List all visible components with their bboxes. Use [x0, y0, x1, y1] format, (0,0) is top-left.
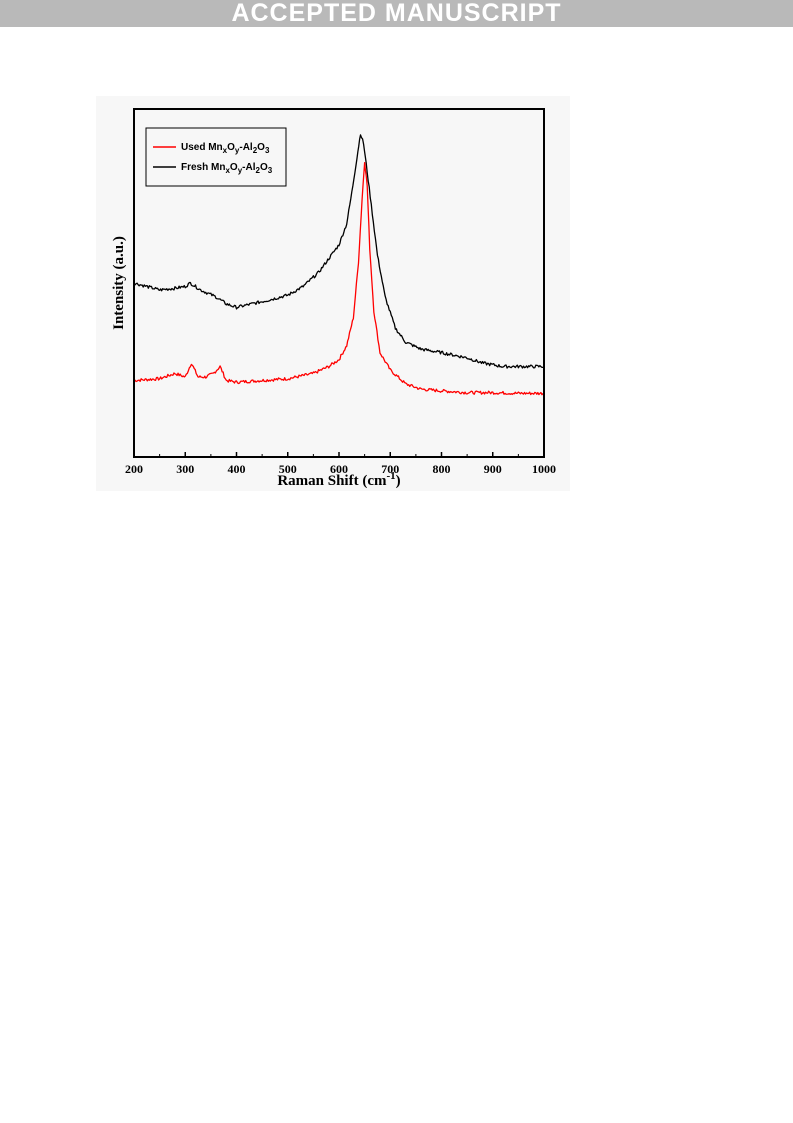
series-layer	[133, 134, 545, 396]
x-tick-label: 300	[176, 462, 194, 476]
x-tick-label: 200	[125, 462, 143, 476]
x-tick-label: 800	[433, 462, 451, 476]
raman-chart: 200 300 400 500 600 700 800 900 1000 Used MnxOy-…	[111, 108, 556, 489]
accepted-manuscript-banner: ACCEPTED MANUSCRIPT	[0, 0, 793, 27]
legend-label-used: Used MnxOy-Al2O3	[181, 142, 270, 155]
x-tick-label: 500	[279, 462, 297, 476]
banner-text: ACCEPTED MANUSCRIPT	[231, 0, 562, 27]
legend: Used MnxOy-Al2O3 Fresh MnxOy-Al2O3	[145, 127, 287, 187]
legend-box	[145, 127, 287, 187]
x-tick-label: 600	[330, 462, 348, 476]
x-tick-label: 700	[381, 462, 399, 476]
x-ticks: 200 300 400 500 600 700 800 900 1000	[125, 452, 556, 476]
x-axis-title: Raman Shift (cm-1)	[277, 470, 400, 489]
x-tick-label: 400	[228, 462, 246, 476]
x-tick-label: 1000	[532, 462, 556, 476]
x-tick-label: 900	[484, 462, 502, 476]
series-line-fresh	[133, 134, 545, 369]
raman-figure: 200 300 400 500 600 700 800 900 1000 Used MnxOy-…	[96, 96, 570, 491]
series-line-used	[133, 162, 545, 396]
y-axis-title: Intensity (a.u.)	[111, 236, 127, 330]
legend-label-fresh: Fresh MnxOy-Al2O3	[181, 162, 273, 175]
